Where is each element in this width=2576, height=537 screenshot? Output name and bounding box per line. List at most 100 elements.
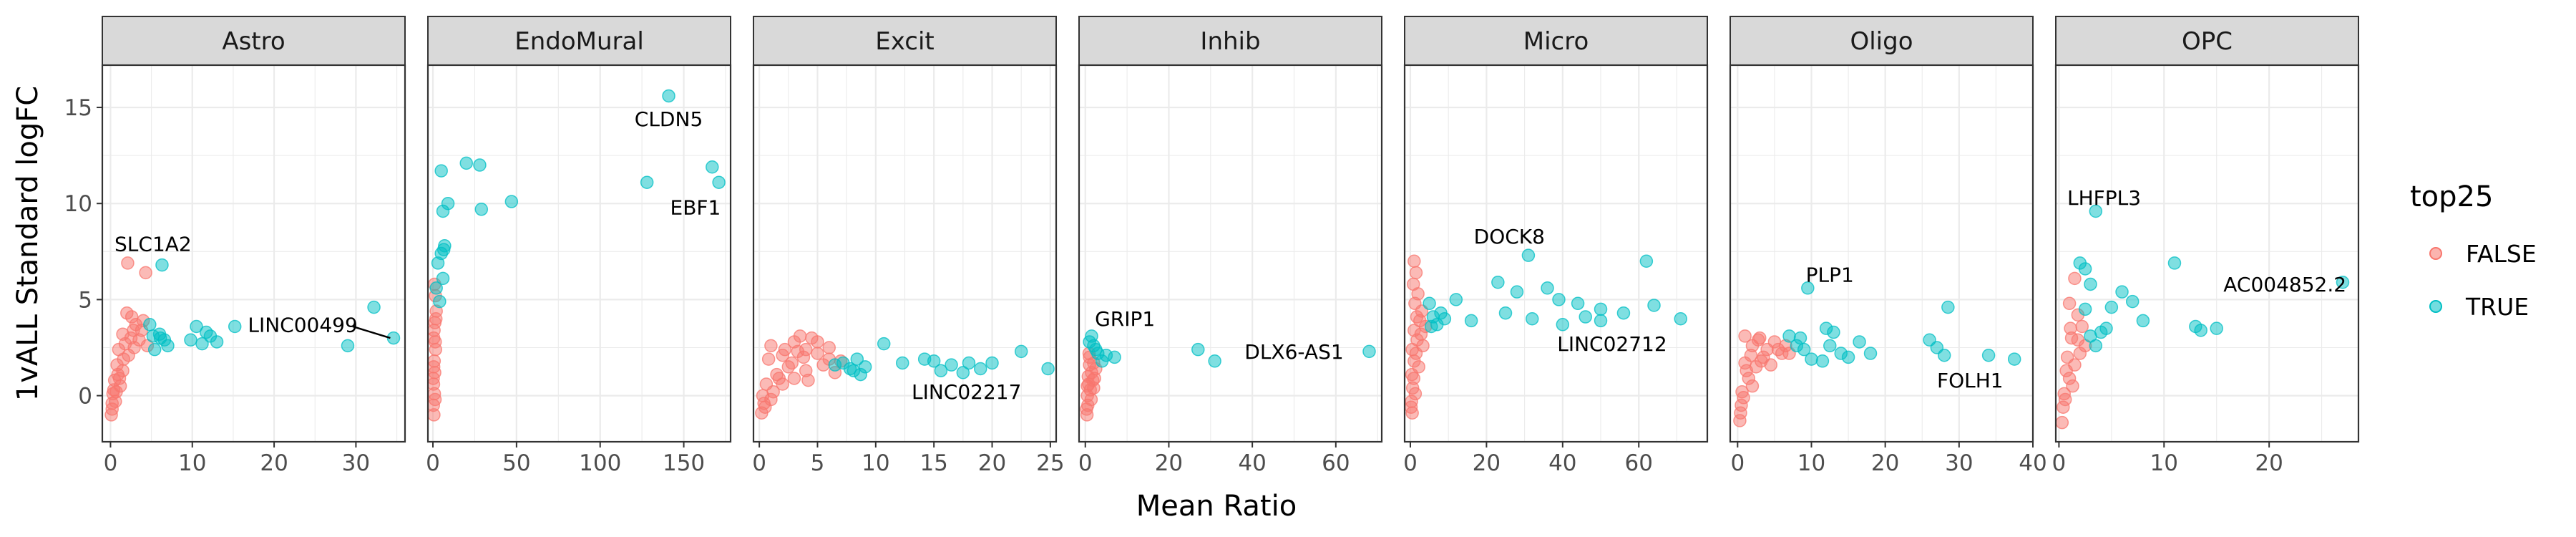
point-false — [2068, 271, 2082, 286]
facet-panel-opc: OPC LHFPL3 AC004852.2 0 10 20 — [2052, 16, 2360, 476]
point-true — [1498, 306, 1513, 320]
point-false — [822, 341, 836, 354]
point-true — [228, 319, 242, 334]
x-tick-label: 60 — [1624, 450, 1652, 476]
point-true — [1449, 293, 1463, 306]
x-tick-label: 150 — [663, 450, 705, 476]
strip-background — [2055, 16, 2359, 66]
strip-label: Excit — [875, 27, 934, 56]
strip-background — [1729, 16, 2034, 66]
legend-key-true — [2429, 300, 2442, 313]
point-false — [428, 360, 441, 374]
point-true — [1594, 314, 1608, 328]
x-tick-label: 0 — [426, 450, 440, 476]
point-false — [1414, 327, 1428, 341]
point-false — [428, 324, 441, 337]
point-true — [2078, 262, 2092, 276]
point-true — [1674, 311, 1688, 326]
point-true — [985, 356, 999, 370]
point-true — [210, 335, 224, 349]
point-false — [757, 397, 771, 410]
label-leader-line — [352, 325, 391, 339]
point-false — [112, 372, 127, 385]
point-false — [1408, 387, 1423, 401]
y-tick-label: 0 — [78, 384, 92, 410]
x-tick-label: 40 — [2019, 450, 2046, 476]
point-false — [2064, 321, 2077, 335]
point-true — [1424, 319, 1438, 334]
point-false — [1771, 342, 1785, 357]
point-true — [433, 294, 447, 309]
legend-key-false — [2429, 247, 2442, 260]
point-true — [2210, 321, 2223, 335]
point-false — [2056, 415, 2069, 430]
point-true — [1805, 352, 1818, 366]
x-tick-label: 40 — [1238, 450, 1266, 476]
gene-label: CLDN5 — [635, 107, 703, 131]
point-false — [793, 329, 807, 343]
point-false — [1410, 310, 1424, 324]
x-tick-label: 0 — [104, 450, 118, 476]
point-true — [2194, 324, 2207, 337]
point-true — [2078, 302, 2092, 316]
point-false — [2058, 392, 2072, 407]
point-false — [1407, 254, 1421, 268]
x-tick-label: 100 — [579, 450, 621, 476]
point-false — [429, 311, 443, 326]
point-true — [956, 366, 970, 379]
point-false — [428, 408, 441, 422]
point-true — [934, 364, 948, 377]
gene-label: AC004852.2 — [2223, 273, 2346, 296]
point-false — [1737, 391, 1750, 405]
y-tick-label: 10 — [64, 191, 92, 217]
point-true — [962, 356, 976, 370]
point-true — [843, 362, 857, 376]
facet-panel-excit: Excit LINC02217 0 5 10 15 20 25 — [752, 16, 1065, 476]
data-points — [755, 329, 1055, 420]
facet-panel-endomural: EndoMural CLDN5 EBF1 0 50 100 150 — [426, 16, 732, 476]
grid-lines — [1079, 65, 1382, 442]
x-tick-label: 0 — [2052, 450, 2067, 476]
point-false — [1738, 329, 1752, 343]
point-true — [662, 89, 675, 103]
point-false — [1083, 358, 1096, 372]
point-false — [1416, 339, 1430, 353]
x-tick-label: 60 — [1322, 450, 1350, 476]
point-false — [1734, 406, 1747, 420]
point-true — [1647, 299, 1661, 312]
x-tick-label: 10 — [2150, 450, 2178, 476]
point-true — [850, 352, 864, 366]
x-tick-label: 20 — [260, 450, 288, 476]
point-true — [434, 164, 448, 178]
point-true — [436, 204, 450, 218]
point-false — [764, 339, 778, 353]
grid-lines — [428, 65, 731, 442]
point-true — [341, 339, 355, 353]
point-true — [155, 258, 169, 272]
point-true — [1823, 339, 1837, 353]
y-tick-label: 5 — [78, 287, 92, 313]
panel-background — [1405, 65, 1707, 442]
point-true — [1438, 311, 1452, 326]
point-false — [1409, 266, 1423, 280]
x-tick-label: 40 — [1548, 450, 1576, 476]
panel-border — [1403, 64, 1709, 443]
point-false — [761, 352, 776, 366]
point-true — [367, 300, 381, 314]
point-true — [2167, 256, 2182, 270]
gene-label: LHFPL3 — [2067, 186, 2141, 210]
panel-background — [102, 65, 405, 442]
point-true — [2104, 300, 2119, 314]
point-true — [1108, 350, 1121, 364]
point-false — [1745, 379, 1760, 393]
y-axis-title: 1vALL Standard logFC — [11, 86, 44, 401]
point-true — [1801, 281, 1815, 295]
point-true — [1041, 362, 1055, 376]
panel-background — [1730, 65, 2033, 442]
legend: top25 FALSE TRUE — [2410, 180, 2537, 321]
point-false — [1407, 372, 1421, 385]
point-true — [1423, 296, 1436, 311]
facet-panel-inhib: Inhib GRIP1 DLX6-AS1 0 20 40 60 — [1078, 16, 1383, 476]
data-points — [1080, 329, 1376, 422]
